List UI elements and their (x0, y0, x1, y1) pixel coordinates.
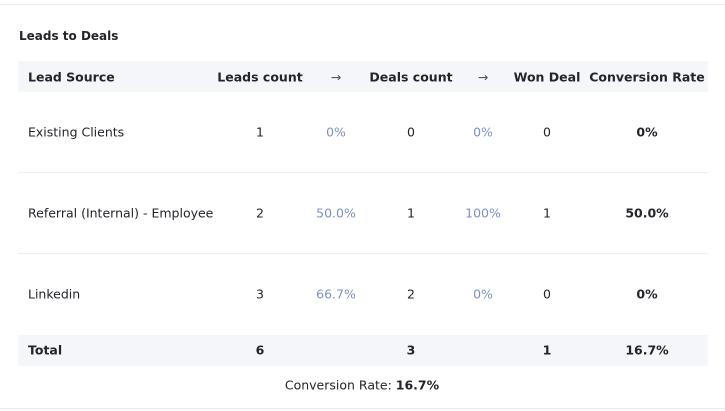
footer-label: Conversion Rate: (284, 377, 392, 393)
total-cell: 1 (542, 342, 552, 358)
table-cell: 66.7% (316, 286, 356, 302)
table-cell: 0% (326, 124, 346, 140)
footer-value: 16.7% (395, 377, 440, 393)
table-cell: 100% (465, 205, 501, 221)
table-cell: 1 (407, 205, 415, 221)
table-cell: Existing Clients (28, 124, 125, 140)
column-header: Deals count (369, 69, 453, 85)
divider (0, 4, 725, 5)
column-header: Leads count (217, 69, 303, 85)
row-divider (18, 253, 708, 254)
total-band (18, 335, 708, 366)
table-cell: 1 (256, 124, 264, 140)
footer: Conversion Rate: 16.7% (285, 378, 439, 393)
column-header: → (477, 69, 489, 85)
column-header: Conversion Rate (589, 69, 705, 85)
table-cell: 0 (543, 286, 551, 302)
table-cell: Linkedin (28, 286, 81, 302)
total-cell: 3 (406, 342, 416, 358)
total-cell: 16.7% (625, 342, 669, 358)
table-cell: 50.0% (316, 205, 356, 221)
total-cell: Total (28, 342, 63, 358)
table-cell: 0% (473, 286, 493, 302)
table-cell: 3 (256, 286, 264, 302)
table-cell: 2 (407, 286, 415, 302)
table-cell: 0 (407, 124, 415, 140)
table-cell: 1 (543, 205, 551, 221)
column-header: Lead Source (28, 69, 115, 85)
table-cell: 2 (256, 205, 264, 221)
row-divider (18, 172, 708, 173)
table-cell: 0% (636, 286, 658, 302)
table-cell: 50.0% (625, 205, 669, 221)
header-band (18, 61, 708, 92)
table-cell: Referral (Internal) - Employee (28, 205, 214, 221)
table-cell: 0% (636, 124, 658, 140)
column-header: → (330, 69, 342, 85)
total-cell: 6 (255, 342, 265, 358)
table-cell: 0 (543, 124, 551, 140)
section-title: Leads to Deals (19, 29, 119, 43)
column-header: Won Deal (513, 69, 581, 85)
table-cell: 0% (473, 124, 493, 140)
divider (0, 408, 725, 409)
